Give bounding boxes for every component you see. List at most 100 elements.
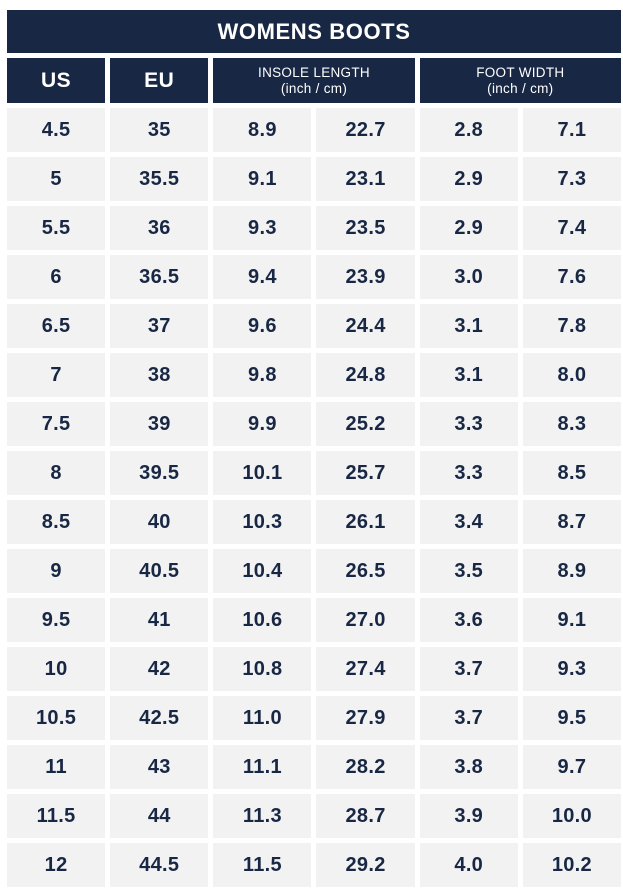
table-cell: 3.3 — [419, 451, 518, 495]
table-cell: 8.5 — [7, 500, 106, 544]
column-header-eu-label: EU — [144, 68, 175, 92]
table-cell: 9.1 — [213, 157, 312, 201]
table-cell: 5.5 — [7, 206, 106, 250]
table-cell: 10.3 — [213, 500, 312, 544]
table-cell: 11.1 — [213, 745, 312, 789]
column-header-us-label: US — [40, 68, 72, 92]
table-cell: 11.3 — [213, 794, 312, 838]
table-cell: 9.1 — [522, 598, 621, 642]
table-cell: 8.7 — [522, 500, 621, 544]
table-cell: 35.5 — [110, 157, 209, 201]
table-cell: 28.2 — [316, 745, 415, 789]
table-cell: 2.9 — [419, 157, 518, 201]
table-cell: 3.0 — [419, 255, 518, 299]
table-cell: 4.0 — [419, 843, 518, 887]
table-cell: 3.3 — [419, 402, 518, 446]
column-header-us: US — [7, 58, 106, 103]
table-cell: 11.0 — [213, 696, 312, 740]
table-cell: 42.5 — [110, 696, 209, 740]
table-cell: 8.5 — [522, 451, 621, 495]
table-cell: 10.1 — [213, 451, 312, 495]
table-cell: 26.5 — [316, 549, 415, 593]
table-cell: 3.7 — [419, 647, 518, 691]
table-cell: 7.8 — [522, 304, 621, 348]
table-cell: 37 — [110, 304, 209, 348]
table-cell: 3.1 — [419, 304, 518, 348]
table-cell: 3.8 — [419, 745, 518, 789]
table-cell: 10.5 — [7, 696, 106, 740]
table-cell: 23.5 — [316, 206, 415, 250]
table-cell: 10 — [7, 647, 106, 691]
table-cell: 25.7 — [316, 451, 415, 495]
column-header-foot-width-units: (inch / cm) — [487, 80, 554, 96]
table-cell: 9.4 — [213, 255, 312, 299]
table-cell: 39.5 — [110, 451, 209, 495]
table-cell: 7 — [7, 353, 106, 397]
table-cell: 2.9 — [419, 206, 518, 250]
chart-title-bar: WOMENS BOOTS — [7, 10, 621, 53]
table-cell: 10.4 — [213, 549, 312, 593]
column-header-insole-length-units: (inch / cm) — [280, 80, 348, 96]
table-cell: 9.8 — [213, 353, 312, 397]
table-cell: 27.4 — [316, 647, 415, 691]
table-body: 4.5 35 8.9 22.7 2.8 7.1 5 35.5 9.1 23.1 2.9 7.3 5.5 3… — [7, 108, 621, 887]
table-cell: 8.9 — [213, 108, 312, 152]
table-cell: 25.2 — [316, 402, 415, 446]
chart-title: WOMENS BOOTS — [217, 18, 411, 44]
table-header-row: US EU INSOLE LENGTH (inch / cm) FOOT WID… — [7, 58, 621, 103]
table-cell: 24.8 — [316, 353, 415, 397]
table-cell: 11.5 — [213, 843, 312, 887]
table-cell: 10.6 — [213, 598, 312, 642]
table-cell: 38 — [110, 353, 209, 397]
table-cell: 3.5 — [419, 549, 518, 593]
table-cell: 40.5 — [110, 549, 209, 593]
table-cell: 41 — [110, 598, 209, 642]
table-cell: 9.7 — [522, 745, 621, 789]
table-cell: 6.5 — [7, 304, 106, 348]
table-cell: 7.3 — [522, 157, 621, 201]
table-cell: 29.2 — [316, 843, 415, 887]
table-cell: 9.6 — [213, 304, 312, 348]
table-cell: 7.4 — [522, 206, 621, 250]
table-cell: 10.8 — [213, 647, 312, 691]
table-cell: 26.1 — [316, 500, 415, 544]
table-cell: 8.3 — [522, 402, 621, 446]
table-cell: 10.2 — [522, 843, 621, 887]
table-cell: 27.0 — [316, 598, 415, 642]
table-cell: 9 — [7, 549, 106, 593]
table-cell: 23.1 — [316, 157, 415, 201]
table-cell: 9.9 — [213, 402, 312, 446]
table-cell: 12 — [7, 843, 106, 887]
table-cell: 2.8 — [419, 108, 518, 152]
table-cell: 4.5 — [7, 108, 106, 152]
table-cell: 7.6 — [522, 255, 621, 299]
table-cell: 39 — [110, 402, 209, 446]
table-cell: 23.9 — [316, 255, 415, 299]
table-cell: 9.5 — [7, 598, 106, 642]
table-cell: 3.4 — [419, 500, 518, 544]
table-cell: 44 — [110, 794, 209, 838]
table-cell: 22.7 — [316, 108, 415, 152]
column-header-eu: EU — [110, 58, 209, 103]
table-cell: 36.5 — [110, 255, 209, 299]
table-cell: 7.5 — [7, 402, 106, 446]
table-cell: 8.9 — [522, 549, 621, 593]
table-cell: 36 — [110, 206, 209, 250]
table-cell: 8 — [7, 451, 106, 495]
table-cell: 35 — [110, 108, 209, 152]
size-chart: WOMENS BOOTS US EU INSOLE LENGTH (inch /… — [7, 10, 621, 887]
table-cell: 40 — [110, 500, 209, 544]
table-cell: 5 — [7, 157, 106, 201]
table-cell: 28.7 — [316, 794, 415, 838]
table-cell: 3.7 — [419, 696, 518, 740]
table-cell: 42 — [110, 647, 209, 691]
table-cell: 8.0 — [522, 353, 621, 397]
table-cell: 3.6 — [419, 598, 518, 642]
column-header-insole-length-label: INSOLE LENGTH — [258, 64, 370, 80]
table-cell: 43 — [110, 745, 209, 789]
column-header-insole-length: INSOLE LENGTH (inch / cm) — [213, 58, 415, 103]
table-cell: 9.5 — [522, 696, 621, 740]
table-cell: 11 — [7, 745, 106, 789]
table-cell: 27.9 — [316, 696, 415, 740]
table-cell: 24.4 — [316, 304, 415, 348]
